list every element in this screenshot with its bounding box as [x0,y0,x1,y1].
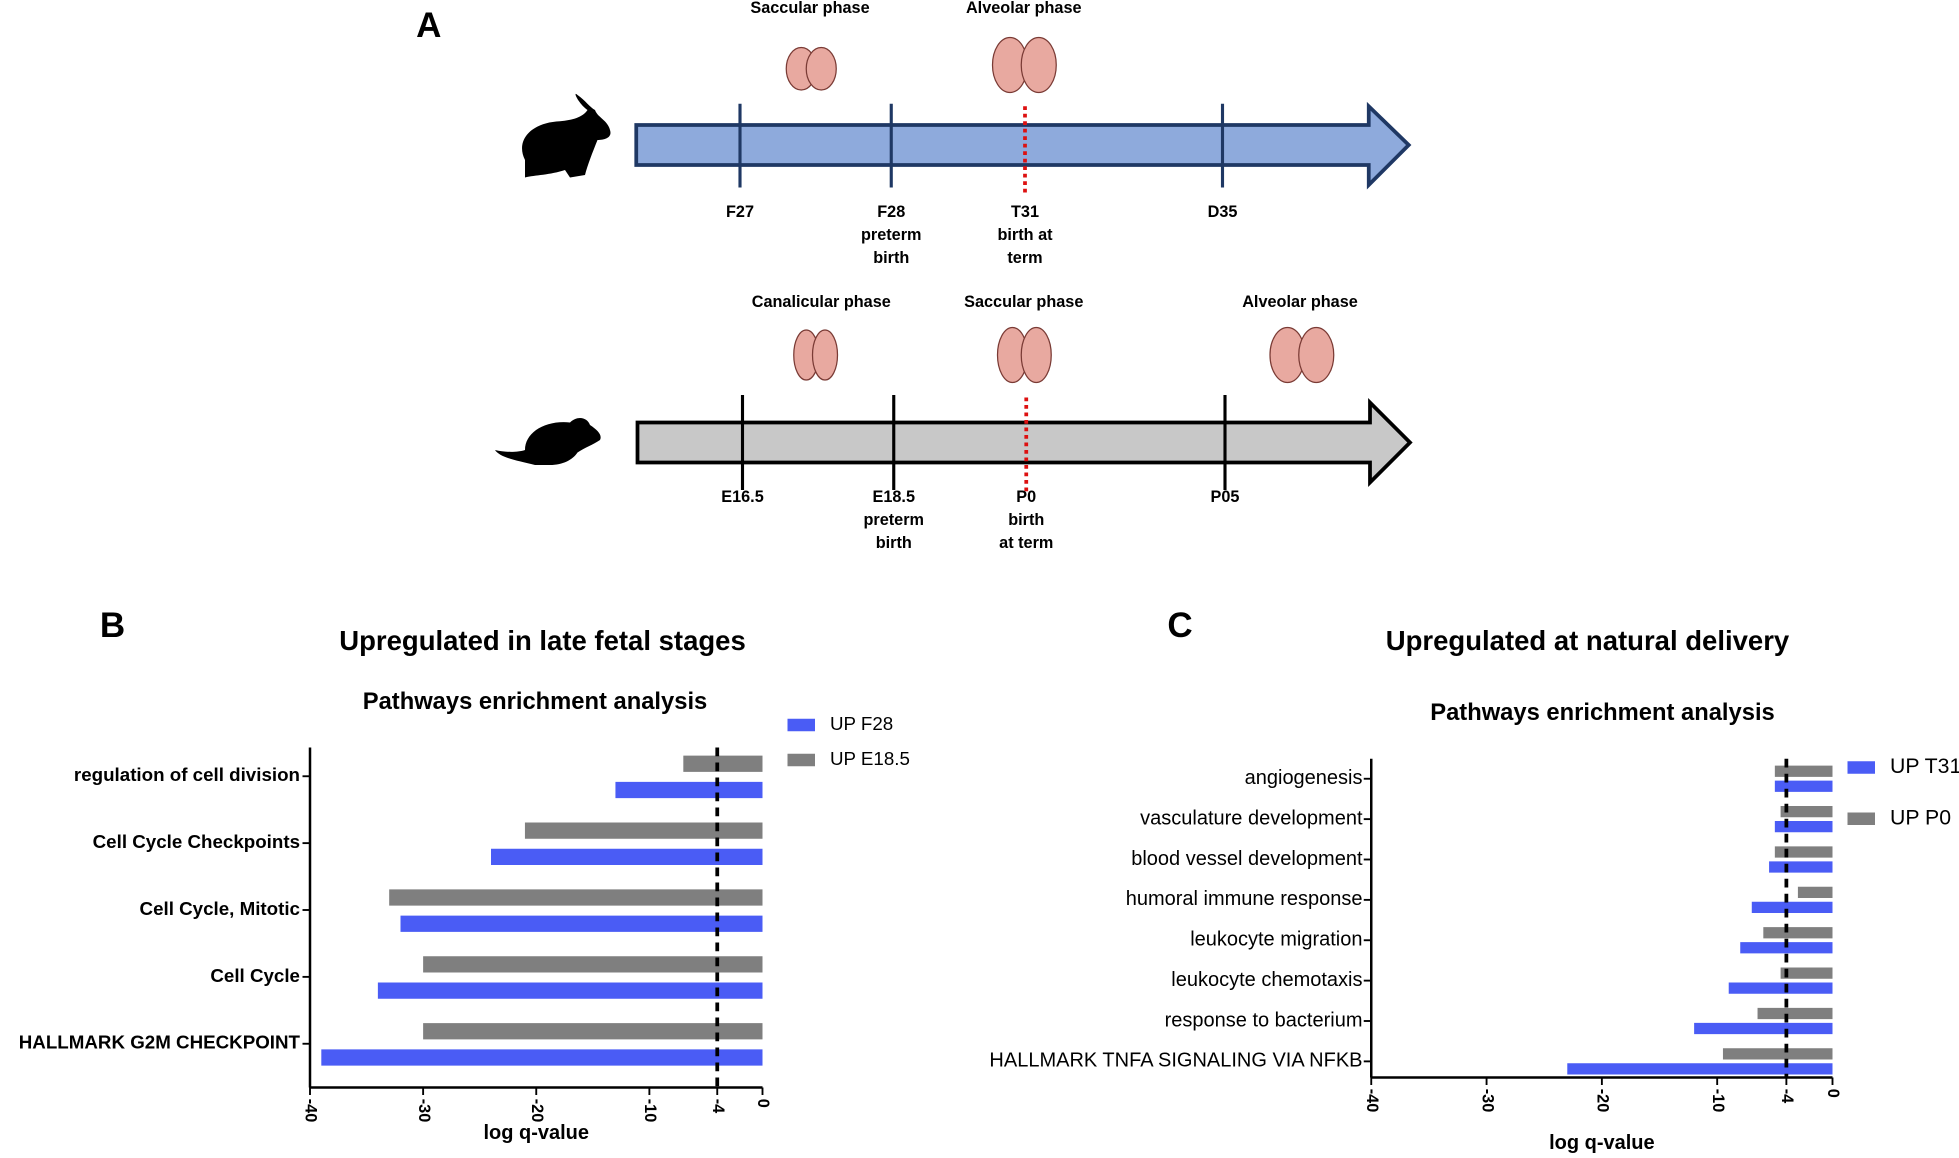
chart-subtitle: Pathways enrichment analysis [1430,699,1775,726]
bar [377,982,763,999]
rabbit-timeline-arrow [634,101,1412,190]
bar [423,956,763,973]
x-axis-label: log q-value [1549,1132,1655,1154]
bar [1694,1022,1833,1035]
category-label: Cell Cycle [210,965,300,986]
stage-label: birth [876,534,912,552]
category-label: Cell Cycle, Mitotic [140,898,300,919]
category-label: leukocyte migration [1190,929,1362,951]
legend-swatch [1847,812,1875,825]
panel-label: B [100,606,125,645]
x-tick-label: -30 [1478,1089,1496,1113]
category-label: blood vessel development [1131,848,1363,870]
panel-label: C [1167,606,1192,645]
x-tick-label: -40 [1363,1089,1381,1113]
bar [1763,927,1833,939]
chart-title: Upregulated in late fetal stages [339,625,745,656]
chart-title: Upregulated at natural delivery [1386,625,1790,656]
stage-label: term [1007,249,1042,267]
category-label: humoral immune response [1126,888,1363,910]
stage-label: birth [1008,511,1044,529]
bar [400,915,763,932]
x-tick-label: -30 [415,1099,433,1123]
bar [683,755,763,772]
mouse-timeline-arrow [635,397,1413,488]
bar [1797,886,1833,898]
bar [1780,967,1833,979]
bar [1774,765,1833,777]
bar [321,1049,763,1066]
stage-label: T31 [1011,203,1039,221]
bar [1751,901,1833,913]
bar [615,781,763,799]
bar [1567,1063,1833,1075]
stage-label: preterm [863,511,924,529]
bar [389,889,763,906]
x-tick-label: -10 [1709,1089,1727,1113]
x-axis-label: log q-value [483,1122,589,1144]
legend-label: UP E18.5 [830,748,910,769]
bar [423,1023,763,1040]
x-tick-label: -20 [528,1099,546,1123]
stage-label: E18.5 [873,488,915,506]
bar [1774,780,1833,792]
bar [1740,942,1833,954]
category-label: vasculature development [1140,807,1363,829]
legend-label: UP T31 [1890,754,1959,778]
stage-label: F28 [877,203,905,221]
phase-label: Saccular phase [750,0,869,17]
bar [524,822,763,839]
category-label: HALLMARK TNFA SIGNALING VIA NFKB [989,1050,1362,1072]
stage-label: E16.5 [721,488,763,506]
legend-swatch [787,753,816,767]
stage-label: P0 [1016,488,1036,506]
x-tick-label: 0 [1824,1089,1842,1098]
bar [1757,1007,1833,1020]
x-tick-label: -20 [1594,1089,1612,1113]
bar [1728,982,1833,994]
bar [1774,820,1833,833]
stage-label: D35 [1208,203,1238,221]
category-label: regulation of cell division [74,764,300,785]
phase-label: Saccular phase [964,293,1083,311]
panel-label: A [416,6,441,45]
bar [1774,846,1833,858]
stage-label: birth [873,249,909,267]
bar [1722,1048,1833,1060]
stage-label: F27 [726,203,754,221]
stage-label: birth at [997,226,1053,244]
rabbit-icon [522,93,611,178]
category-label: Cell Cycle Checkpoints [93,831,300,852]
legend-label: UP P0 [1890,805,1951,829]
category-label: angiogenesis [1245,767,1363,789]
stage-label: preterm [861,226,922,244]
mouse-icon [495,417,601,465]
category-label: leukocyte chemotaxis [1171,969,1362,991]
legend-swatch [1847,761,1875,774]
bar [1780,805,1833,818]
legend-swatch [787,718,816,732]
x-tick-label: -10 [641,1099,659,1123]
stage-label: at term [999,534,1053,552]
legend-label: UP F28 [830,713,893,734]
stage-label: P05 [1211,488,1240,506]
phase-label: Alveolar phase [966,0,1082,17]
x-tick-label: 0 [754,1099,772,1108]
phase-label: Alveolar phase [1242,293,1358,311]
lung-icon [785,36,1335,384]
phase-label: Canalicular phase [752,293,891,311]
category-label: response to bacterium [1165,1009,1363,1031]
bar [1769,861,1833,873]
x-tick-label: -4 [709,1099,727,1113]
x-tick-label: -4 [1778,1089,1796,1103]
x-tick-label: -40 [302,1099,320,1123]
chart-subtitle: Pathways enrichment analysis [363,688,708,715]
bar [491,848,763,865]
category-label: HALLMARK G2M CHECKPOINT [19,1032,301,1053]
